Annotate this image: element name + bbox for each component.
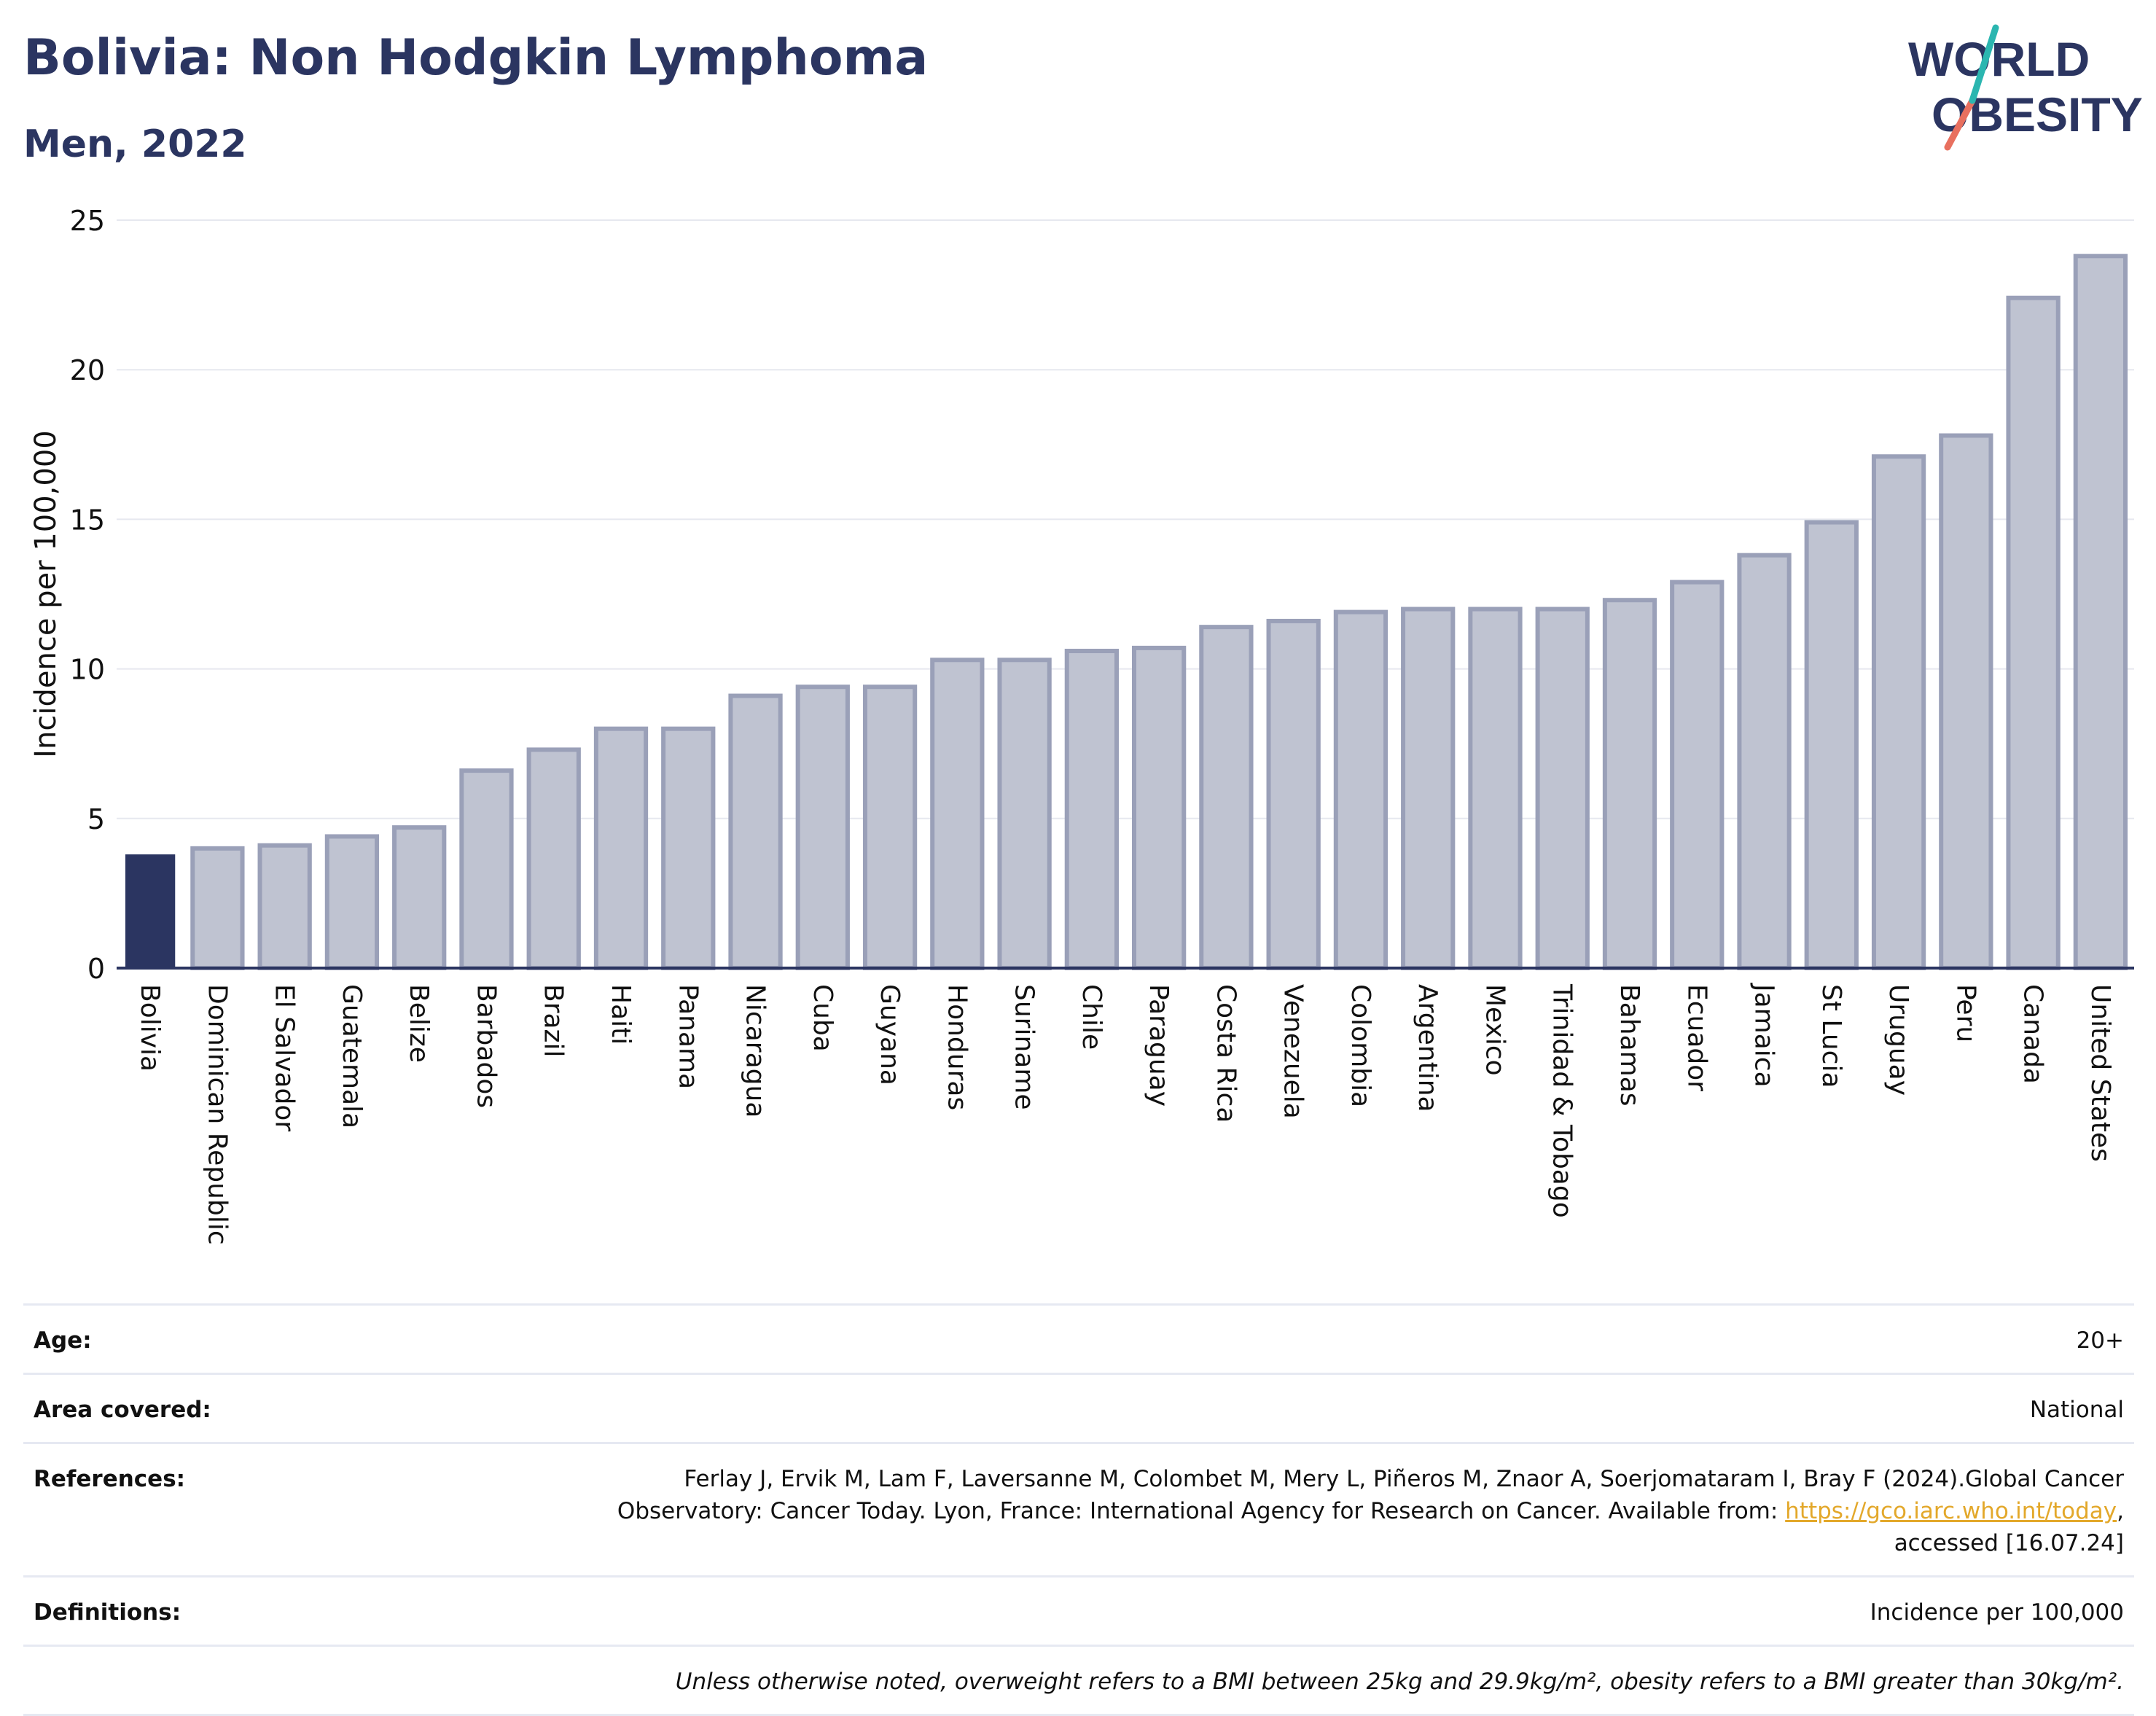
bar-venezuela — [1266, 618, 1321, 970]
bar-paraguay — [1131, 645, 1187, 970]
x-tick-label: United States — [2085, 984, 2115, 1162]
x-tick-label: Panama — [673, 984, 703, 1089]
bar-united-states — [2073, 254, 2128, 970]
bmi-note: Unless otherwise noted, overweight refer… — [675, 1669, 2124, 1695]
x-tick-label: Suriname — [1009, 984, 1039, 1110]
meta-row-age: Age: 20+ — [23, 1306, 2134, 1375]
x-tick-label: Costa Rica — [1211, 984, 1241, 1123]
x-tick-label: Honduras — [942, 984, 972, 1110]
x-tick-label: Brazil — [539, 984, 569, 1057]
page-subtitle: Men, 2022 — [23, 122, 247, 166]
x-tick-label: Paraguay — [1144, 984, 1173, 1107]
y-axis-label: Incidence per 100,000 — [29, 430, 63, 758]
references-line1: Ferlay J, Ervik M, Lam F, Laversanne M, … — [684, 1466, 2124, 1492]
bar-haiti — [593, 726, 649, 970]
y-tick-label: 25 — [70, 205, 105, 237]
bar-canada — [2006, 295, 2061, 971]
x-tick-label: Argentina — [1413, 984, 1442, 1112]
bar-dominican-republic — [190, 846, 245, 970]
bar-el-salvador — [257, 843, 312, 970]
x-tick-label: Bahamas — [1614, 984, 1644, 1107]
references-line2: Observatory: Cancer Today. Lyon, France:… — [617, 1498, 1786, 1524]
meta-row-area: Area covered: National — [23, 1375, 2134, 1444]
bar-chart: 0 5 10 15 20 25 Bolivia Dominican Republic El S… — [29, 205, 2134, 1245]
x-tick-label: Guyana — [875, 984, 905, 1085]
age-label: Age: — [34, 1327, 92, 1354]
x-tick-label: Barbados — [471, 984, 501, 1108]
definitions-label: Definitions: — [34, 1599, 181, 1626]
x-tick-label: Canada — [2018, 984, 2048, 1084]
area-label: Area covered: — [34, 1397, 211, 1423]
bar-ecuador — [1670, 580, 1725, 970]
bar-panama — [661, 726, 716, 970]
world-obesity-logo: WORLD OBESITY — [1908, 24, 2143, 151]
x-tick-label: St Lucia — [1816, 984, 1846, 1088]
definitions-value: Incidence per 100,000 — [1870, 1599, 2124, 1626]
references-label: References: — [34, 1466, 186, 1492]
x-tick-label: Guatemala — [337, 984, 367, 1128]
bar-mexico — [1468, 607, 1523, 971]
references-value: Ferlay J, Ervik M, Lam F, Laversanne M, … — [617, 1463, 2124, 1559]
bar-suriname — [997, 658, 1052, 971]
x-tick-label: Bolivia — [135, 984, 165, 1072]
grid-lines — [117, 219, 2134, 819]
y-tick-label: 15 — [70, 504, 105, 536]
bar-jamaica — [1737, 553, 1792, 970]
x-tick-label: Belize — [404, 984, 434, 1063]
bar-belize — [392, 825, 447, 971]
bar-colombia — [1333, 609, 1388, 971]
references-link[interactable]: https://gco.iarc.who.int/today — [1785, 1498, 2117, 1524]
x-tick-label: Jamaica — [1749, 983, 1779, 1088]
x-tick-label: Colombia — [1345, 984, 1375, 1107]
meta-row-references: References: Ferlay J, Ervik M, Lam F, La… — [23, 1444, 2134, 1577]
bar-cuba — [795, 685, 850, 970]
bar-barbados — [459, 768, 514, 970]
bar-bolivia — [125, 854, 176, 968]
y-tick-label: 20 — [70, 354, 105, 386]
x-tick-label: Uruguay — [1883, 984, 1913, 1096]
bars — [125, 254, 2128, 971]
bar-guyana — [862, 685, 918, 970]
x-tick-label: Trinidad & Tobago — [1547, 983, 1577, 1218]
references-line2-end: , — [2117, 1498, 2124, 1524]
page-title: Bolivia: Non Hodgkin Lymphoma — [23, 29, 929, 87]
age-value: 20+ — [2076, 1327, 2124, 1354]
meta-row-definitions: Definitions: Incidence per 100,000 — [23, 1577, 2134, 1647]
x-axis-labels: Bolivia Dominican Republic El Salvador Guat… — [135, 983, 2115, 1245]
logo-line1: WORLD — [1908, 32, 2090, 86]
meta-row-note: Unless otherwise noted, overweight refer… — [23, 1647, 2134, 1716]
logo-slash-top — [1969, 24, 1999, 104]
logo-slash-bottom — [1944, 97, 1976, 151]
y-tick-label: 10 — [70, 654, 105, 686]
metadata-table: Age: 20+ Area covered: National Referenc… — [23, 1303, 2134, 1716]
bar-bahamas — [1602, 598, 1657, 970]
bar-trinidad-tobago — [1535, 607, 1590, 971]
bar-argentina — [1401, 607, 1456, 971]
bar-brazil — [526, 747, 581, 970]
area-value: National — [2029, 1397, 2124, 1423]
bar-uruguay — [1871, 454, 1926, 970]
x-tick-label: Dominican Republic — [202, 984, 232, 1245]
x-tick-label: Cuba — [808, 984, 837, 1052]
y-tick-label: 5 — [87, 803, 105, 835]
x-tick-label: Nicaragua — [741, 984, 770, 1118]
y-tick-label: 0 — [87, 953, 105, 985]
x-tick-label: Haiti — [606, 984, 636, 1045]
y-axis-ticks: 0 5 10 15 20 25 — [70, 205, 105, 985]
x-tick-label: Chile — [1077, 984, 1106, 1050]
references-line3: accessed [16.07.24] — [1894, 1530, 2124, 1556]
bar-peru — [1939, 433, 1993, 970]
x-tick-label: El Salvador — [270, 984, 300, 1131]
bar-honduras — [930, 658, 985, 971]
x-tick-label: Mexico — [1480, 984, 1509, 1076]
bar-costa-rica — [1199, 625, 1254, 970]
bar-st-lucia — [1804, 520, 1859, 970]
bar-nicaragua — [728, 693, 783, 970]
bar-guatemala — [324, 834, 380, 970]
x-tick-label: Venezuela — [1278, 984, 1308, 1119]
x-tick-label: Ecuador — [1682, 984, 1711, 1091]
x-tick-label: Peru — [1950, 984, 1980, 1042]
bar-chile — [1064, 648, 1120, 970]
